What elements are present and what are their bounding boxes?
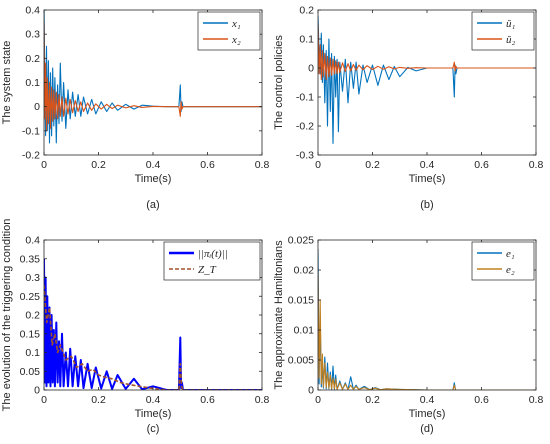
legend-box (197, 11, 261, 51)
series-group (44, 10, 262, 144)
x-axis-label: Time(s) (135, 173, 172, 185)
y-tick-label: 0.25 (20, 291, 41, 303)
series-line-2 (44, 22, 262, 132)
x-tick-label: 0.8 (529, 159, 544, 171)
legend-label-2: e₂ (506, 264, 515, 276)
y-tick-label: 0.3 (25, 272, 40, 284)
y-tick-label: 0 (34, 385, 40, 397)
y-tick-label: 0.2 (25, 310, 40, 322)
y-tick-label: 0.2 (25, 53, 40, 65)
y-tick-label: -0.2 (22, 150, 40, 162)
series-group (318, 15, 536, 144)
panel-caption: (d) (420, 423, 433, 435)
y-tick-label: 0.4 (25, 5, 40, 17)
x-tick-label: 0.4 (146, 394, 161, 406)
x-tick-label: 0 (41, 394, 47, 406)
x-tick-label: 0.2 (91, 394, 106, 406)
legend-label-1: e₁ (506, 248, 515, 260)
legend-label-1: ||πᵢ(t)|| (198, 248, 228, 260)
y-tick-label: 0.01 (294, 325, 315, 337)
x-tick-label: 0.6 (474, 394, 489, 406)
x-tick-label: 0.8 (529, 394, 544, 406)
x-tick-label: 0.2 (365, 394, 380, 406)
chart-panel-4: 0 0.2 0.4 0.6 0.8 0 0.005 0.01 0.015 0.02 0.025 Tim… (273, 235, 543, 436)
x-tick-label: 0 (315, 159, 321, 171)
y-tick-label: 0.1 (25, 347, 40, 359)
x-tick-label: 0.6 (200, 394, 215, 406)
legend-label-2: x₂ (231, 34, 241, 46)
legend-box (471, 11, 535, 51)
y-axis-label: The approximate Hamiltonians (273, 240, 285, 390)
legend: e₁ e₂ (471, 241, 535, 281)
y-tick-label: -0.2 (296, 121, 314, 133)
y-tick-label: 0.35 (20, 253, 41, 265)
x-axis-label: Time(s) (409, 173, 446, 185)
y-tick-label: 0.05 (20, 366, 41, 378)
series-group (44, 258, 262, 390)
series-line-1 (318, 15, 536, 144)
legend-box (163, 241, 261, 281)
series-group (318, 248, 536, 390)
y-tick-label: 0.2 (299, 5, 314, 17)
y-tick-label: 0.02 (294, 265, 315, 277)
legend-label-2: ŭ₂ (506, 34, 516, 46)
series-line-2 (318, 272, 536, 390)
legend-box (471, 241, 535, 281)
y-axis-label: The system state (1, 41, 13, 125)
x-tick-label: 0.4 (420, 159, 435, 171)
y-tick-label: 0 (34, 101, 40, 113)
y-axis-label: The control policies (273, 35, 285, 130)
legend-label-1: x₁ (231, 18, 241, 30)
y-tick-label: 0.005 (288, 355, 314, 367)
series-line-2 (318, 24, 536, 81)
y-tick-label: 0 (308, 385, 314, 397)
legend-label-2: Z_T (198, 264, 217, 276)
x-tick-label: 0 (41, 159, 47, 171)
y-tick-label: -0.1 (296, 92, 314, 104)
y-tick-label: 0.1 (299, 34, 314, 46)
chart-panel-2: 0 0.2 0.4 0.6 0.8 -0.3 -0.2 -0.1 0 0.1 0.2 Time(s) T… (273, 5, 543, 212)
legend-label-1: ŭ₁ (506, 18, 516, 30)
y-tick-label: -0.3 (296, 150, 314, 162)
y-tick-label: -0.1 (22, 125, 40, 137)
chart-panel-3: 0 0.2 0.4 0.6 0.8 0 0.05 0.1 0.15 0.2 0.25 0.3 0.35 0… (1, 219, 269, 435)
legend: x₁ x₂ (197, 11, 261, 51)
legend: ŭ₁ ŭ₂ (471, 11, 535, 51)
x-tick-label: 0.8 (255, 159, 270, 171)
y-axis-label: The evolution of the triggering conditio… (1, 219, 13, 412)
y-tick-label: 0.3 (25, 29, 40, 41)
x-tick-label: 0.8 (255, 394, 270, 406)
series-line-2 (44, 284, 262, 390)
panel-caption: (b) (420, 199, 433, 211)
panel-caption: (a) (146, 199, 159, 211)
y-tick-label: 0.4 (25, 235, 40, 247)
x-tick-label: 0.2 (91, 159, 106, 171)
x-tick-label: 0.6 (200, 159, 215, 171)
x-tick-label: 0.4 (146, 159, 161, 171)
x-tick-label: 0.2 (365, 159, 380, 171)
x-tick-label: 0 (315, 394, 321, 406)
y-tick-label: 0 (308, 63, 314, 75)
x-axis-label: Time(s) (135, 408, 172, 420)
y-tick-label: 0.15 (20, 328, 41, 340)
y-tick-label: 0.015 (288, 295, 314, 307)
x-axis-label: Time(s) (409, 408, 446, 420)
x-tick-label: 0.6 (474, 159, 489, 171)
chart-panel-1: 0 0.2 0.4 0.6 0.8 -0.2 -0.1 0 0.1 0.2 0.3 0.4 Time(s… (1, 5, 270, 212)
x-tick-label: 0.4 (420, 394, 435, 406)
legend: ||πᵢ(t)|| Z_T (163, 241, 261, 281)
panel-caption: (c) (147, 423, 160, 435)
y-tick-label: 0.1 (25, 77, 40, 89)
y-tick-label: 0.025 (288, 235, 314, 247)
